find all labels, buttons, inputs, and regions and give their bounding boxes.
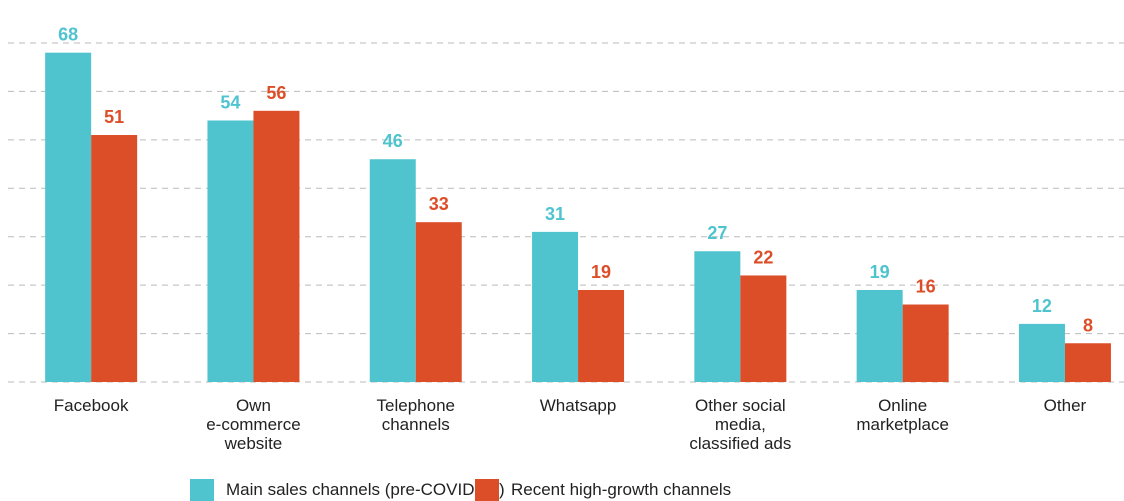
x-tick-label: Telephone channels xyxy=(376,396,455,434)
x-tick-label: Other xyxy=(1043,396,1087,415)
bar xyxy=(45,52,92,382)
value-label: 16 xyxy=(916,277,936,297)
bar xyxy=(694,251,741,382)
value-label: 46 xyxy=(383,131,403,151)
bar xyxy=(578,289,625,382)
value-label: 56 xyxy=(266,83,286,103)
value-label: 12 xyxy=(1032,296,1052,316)
x-tick-label: Other social media, classified ads xyxy=(689,396,792,453)
bar xyxy=(1064,343,1111,382)
value-label: 8 xyxy=(1083,315,1093,335)
bar xyxy=(902,304,949,382)
bar xyxy=(532,231,579,382)
bar xyxy=(415,222,462,382)
x-tick-label: Own e-commerce website xyxy=(206,396,301,453)
value-label: 68 xyxy=(58,25,78,45)
bar xyxy=(856,289,903,382)
value-label: 33 xyxy=(429,194,449,214)
legend-label: Recent high-growth channels xyxy=(511,480,732,499)
bar xyxy=(369,159,416,382)
legend-swatch xyxy=(190,479,214,501)
bar xyxy=(91,135,138,382)
bar xyxy=(253,110,300,383)
bar xyxy=(207,120,254,382)
value-label: 19 xyxy=(870,262,890,282)
x-tick-label: Facebook xyxy=(53,396,129,415)
value-label: 19 xyxy=(591,262,611,282)
bar xyxy=(740,275,787,382)
legend-label: Main sales channels (pre-COVID-19) xyxy=(226,480,505,499)
value-label: 27 xyxy=(707,223,727,243)
x-tick-label: Whatsapp xyxy=(539,396,617,415)
value-label: 51 xyxy=(104,107,124,127)
bar xyxy=(1018,323,1065,382)
x-tick-label: Online marketplace xyxy=(856,396,949,434)
legend-swatch xyxy=(475,479,499,501)
value-label: 31 xyxy=(545,204,565,224)
value-label: 22 xyxy=(753,247,773,267)
value-label: 54 xyxy=(220,92,240,112)
